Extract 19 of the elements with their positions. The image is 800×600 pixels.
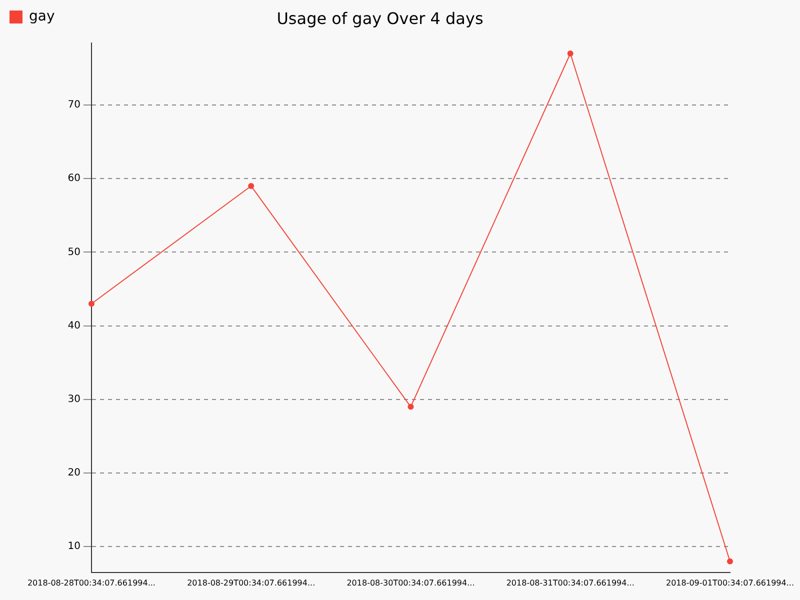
y-tick-label: 10 <box>68 541 80 552</box>
y-tick-label: 50 <box>68 246 80 258</box>
point <box>248 182 254 189</box>
legend-label: gay <box>29 8 55 25</box>
point <box>408 404 414 410</box>
x-tick-label: 2018-08-31T00:34:07.661994... <box>506 578 634 588</box>
point <box>567 50 574 57</box>
x-tick-label: 2018-08-30T00:34:07.661994... <box>346 578 475 588</box>
x-tick-label: 2018-09-01T00:34:07.661994... <box>666 578 794 588</box>
x-tick-label: 2018-08-29T00:34:07.661994... <box>187 578 316 588</box>
y-tick-label: 40 <box>68 320 80 332</box>
x-tick-label: 2018-08-28T00:34:07.661994... <box>27 578 156 588</box>
y-tick-label: 20 <box>68 468 80 479</box>
y-tick-label: 70 <box>68 100 80 111</box>
chart-title: Usage of gay Over 4 days <box>276 8 484 28</box>
point <box>726 558 733 564</box>
point <box>88 300 94 307</box>
y-tick-label: 60 <box>68 173 80 184</box>
y-tick-label: 30 <box>68 394 80 406</box>
